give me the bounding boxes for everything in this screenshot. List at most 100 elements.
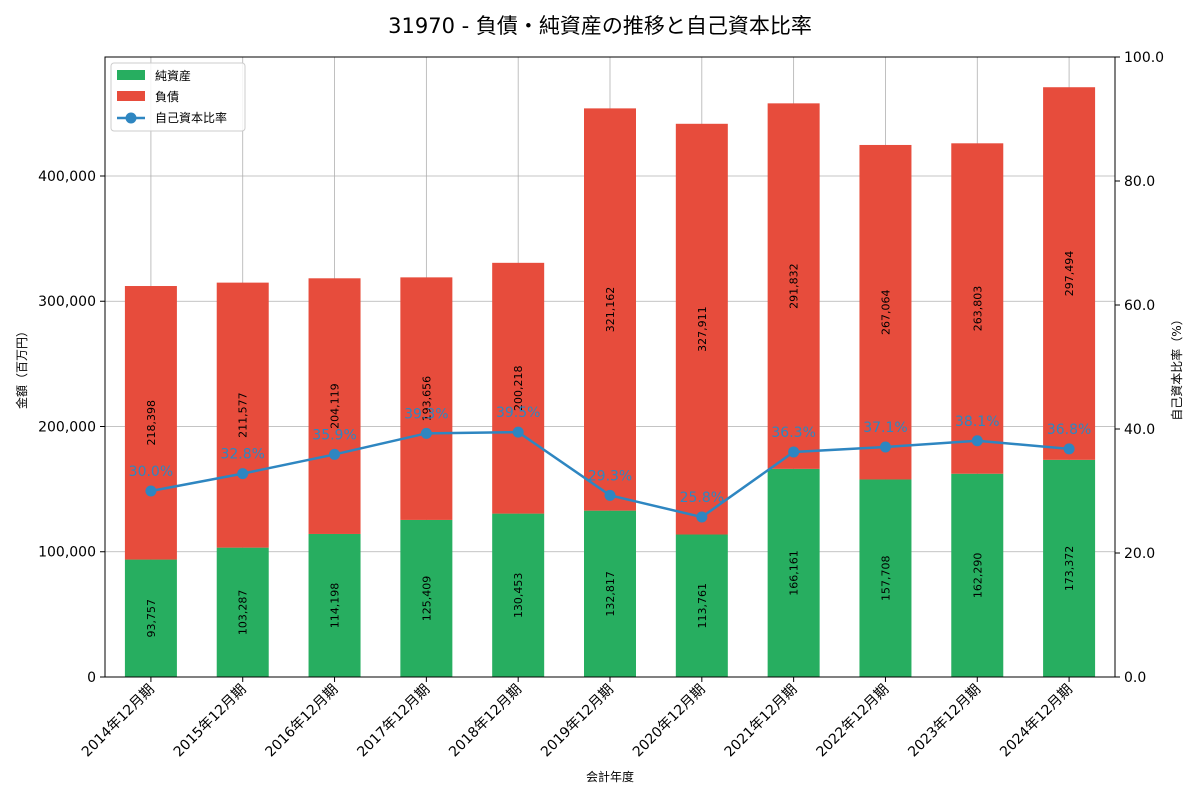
bar-label-net-assets: 114,198 [329,583,342,629]
legend-label-equity-ratio: 自己資本比率 [155,110,227,125]
bar-label-net-assets: 93,757 [145,599,158,638]
bar-label-liabilities: 263,803 [971,286,984,332]
legend-swatch-equity-ratio-marker [125,112,137,124]
legend-label-net-assets: 純資産 [155,68,191,83]
equity-ratio-label: 37.1% [863,420,907,436]
ratio-line-series [145,426,1075,523]
equity-ratio-label: 39.5% [496,405,540,421]
x-tick-label: 2019年12月期 [538,682,617,761]
bar-liabilities [492,262,545,514]
x-tick-label: 2021年12月期 [722,682,801,761]
bar-label-net-assets: 132,817 [604,571,617,617]
equity-ratio-point [696,511,708,523]
equity-ratio-point [420,427,432,439]
bar-label-net-assets: 166,161 [788,550,801,596]
bar-net-assets [492,513,545,677]
bar-label-liabilities: 291,832 [788,263,801,309]
equity-ratio-point [145,485,157,497]
y-tick-label: 0 [87,670,96,686]
equity-ratio-point [971,435,983,447]
equity-ratio-label: 30.0% [129,464,173,480]
bar-net-assets [308,533,361,677]
bar-net-assets [216,547,269,677]
x-tick-label: 2016年12月期 [263,682,342,761]
x-tick-label: 2015年12月期 [171,682,250,761]
bar-label-net-assets: 157,708 [879,555,892,601]
y-axis-label: 金額（百万円） [14,325,29,409]
bar-liabilities [1043,87,1096,460]
equity-ratio-label: 38.1% [955,414,999,430]
equity-ratio-label: 36.8% [1047,422,1091,438]
x-tick-label: 2017年12月期 [354,682,433,761]
bar-label-net-assets: 162,290 [971,553,984,599]
equity-ratio-label: 36.3% [771,425,815,441]
data-labels: 93,757 218,398 103,287 211,577 114,198 204,11… [129,251,1092,638]
x-tick-label: 2023年12月期 [905,682,984,761]
equity-ratio-point [237,468,249,480]
y2-tick-label: 80.0 [1124,174,1155,190]
y2-tick-label: 20.0 [1124,546,1155,562]
bar-label-liabilities: 267,064 [879,289,892,335]
x-axis-label: 会計年度 [586,769,634,784]
y2-tick-label: 60.0 [1124,298,1155,314]
legend-swatch-net-assets [117,70,145,80]
bar-series [124,87,1096,677]
equity-ratio-label: 35.9% [312,427,356,443]
bar-label-liabilities: 218,398 [145,400,158,446]
bar-label-net-assets: 173,372 [1063,546,1076,592]
bar-net-assets [859,479,912,677]
x-tick-label: 2020年12月期 [630,682,709,761]
x-tick-label: 2018年12月期 [446,682,525,761]
equity-ratio-label: 29.3% [588,468,632,484]
bar-net-assets [767,468,820,677]
equity-ratio-point [879,441,891,453]
bar-label-net-assets: 130,453 [512,573,525,619]
equity-ratio-label: 32.8% [220,447,264,463]
y2-tick-label: 40.0 [1124,422,1155,438]
equity-ratio-point [604,489,616,501]
bar-label-liabilities: 321,162 [604,287,617,333]
bar-liabilities [308,278,361,534]
y-tick-label: 400,000 [38,169,96,185]
bar-liabilities [400,277,453,520]
x-tick-label: 2022年12月期 [813,682,892,761]
x-tick-label: 2014年12月期 [79,682,158,761]
x-tick-label: 2024年12月期 [997,682,1076,761]
bar-label-liabilities: 297,494 [1063,251,1076,297]
legend-swatch-liabilities [117,91,145,101]
bar-label-liabilities: 204,119 [329,383,342,429]
bar-liabilities [216,282,269,548]
bar-liabilities [859,144,912,480]
bar-net-assets [1043,459,1096,677]
bar-net-assets [400,519,453,677]
bar-liabilities [124,286,177,560]
bar-liabilities [767,103,820,469]
y2-tick-label: 0.0 [1124,670,1146,686]
bar-net-assets [951,473,1004,677]
bar-label-net-assets: 125,409 [420,576,433,622]
chart-title: 31970 - 負債・純資産の推移と自己資本比率 [388,14,812,38]
bar-liabilities [584,108,636,511]
bar-label-liabilities: 211,577 [237,392,250,438]
bar-label-net-assets: 103,287 [237,590,250,636]
bar-label-liabilities: 193,656 [420,376,433,422]
bar-label-net-assets: 113,761 [696,583,709,629]
y-tick-label: 100,000 [38,545,96,561]
legend: 純資産 負債 自己資本比率 [110,62,246,132]
y2-axis-label: 自己資本比率（%） [1169,313,1184,420]
equity-ratio-point [1063,443,1075,455]
equity-ratio-label: 25.8% [680,490,724,506]
equity-ratio-label: 39.3% [404,406,448,422]
bar-label-liabilities: 327,911 [696,306,709,352]
y2-tick-label: 100.0 [1124,50,1164,66]
bar-net-assets [584,510,636,677]
equity-ratio-point [329,448,341,460]
y-tick-label: 300,000 [38,294,96,310]
equity-ratio-point [512,426,524,438]
bar-liabilities [675,123,728,535]
y-tick-label: 200,000 [38,419,96,435]
legend-label-liabilities: 負債 [155,89,179,104]
bar-label-liabilities: 200,218 [512,365,525,411]
equity-ratio-point [788,446,800,458]
